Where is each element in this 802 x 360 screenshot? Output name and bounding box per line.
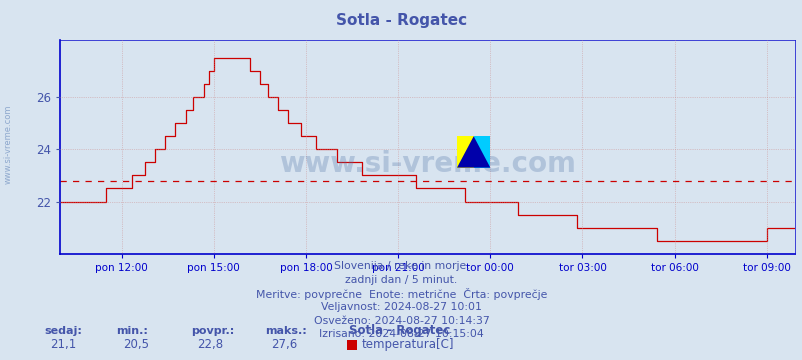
Text: Izrisano: 2024-08-27 10:15:04: Izrisano: 2024-08-27 10:15:04 [318,329,484,339]
Polygon shape [456,136,490,168]
Text: temperatura[C]: temperatura[C] [361,338,453,351]
Text: Sotla - Rogatec: Sotla - Rogatec [349,324,450,337]
Text: Veljavnost: 2024-08-27 10:01: Veljavnost: 2024-08-27 10:01 [321,302,481,312]
Text: Osveženo: 2024-08-27 10:14:37: Osveženo: 2024-08-27 10:14:37 [314,316,488,326]
Text: maks.:: maks.: [265,326,306,336]
Text: 27,6: 27,6 [271,338,298,351]
Text: min.:: min.: [116,326,148,336]
Text: 20,5: 20,5 [123,338,148,351]
Text: 21,1: 21,1 [51,338,77,351]
Bar [456,136,473,168]
Text: zadnji dan / 5 minut.: zadnji dan / 5 minut. [345,275,457,285]
Text: povpr.:: povpr.: [191,326,234,336]
Bar [473,136,490,168]
Text: www.si-vreme.com: www.si-vreme.com [279,150,575,178]
Text: Meritve: povprečne  Enote: metrične  Črta: povprečje: Meritve: povprečne Enote: metrične Črta:… [256,288,546,300]
Text: sedaj:: sedaj: [44,326,82,336]
Text: www.si-vreme.com: www.si-vreme.com [3,104,12,184]
Text: 22,8: 22,8 [197,338,224,351]
Text: Slovenija / reke in morje.: Slovenija / reke in morje. [334,261,468,271]
Text: Sotla - Rogatec: Sotla - Rogatec [335,13,467,28]
